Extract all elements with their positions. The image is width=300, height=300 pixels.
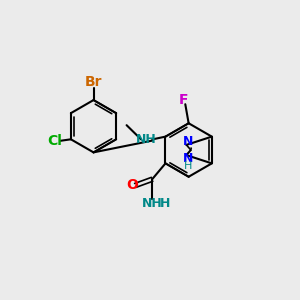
Text: N: N	[183, 135, 193, 148]
Text: H: H	[159, 196, 170, 210]
Text: NH: NH	[136, 134, 157, 146]
Text: Br: Br	[85, 75, 102, 89]
Text: Cl: Cl	[47, 134, 62, 148]
Text: O: O	[126, 178, 138, 192]
Text: H: H	[184, 160, 192, 170]
Text: NH: NH	[142, 196, 163, 210]
Text: F: F	[179, 93, 188, 107]
Text: N: N	[183, 152, 193, 165]
